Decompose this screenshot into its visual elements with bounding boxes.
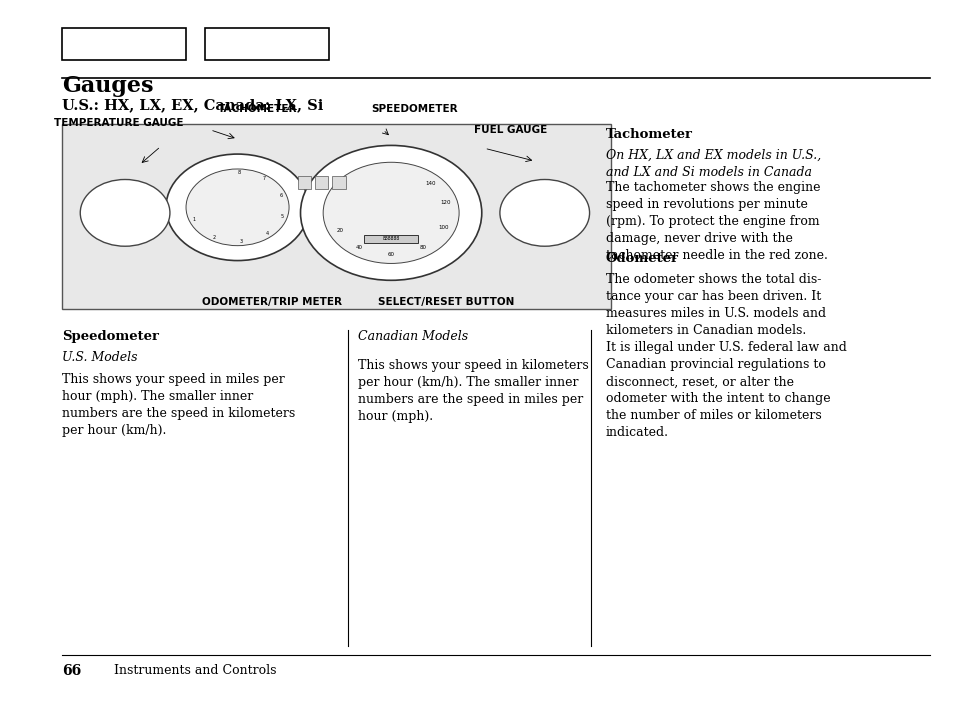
Text: 2: 2 [213,235,215,240]
Text: 7: 7 [262,177,266,182]
Text: 20: 20 [336,228,343,233]
Text: 120: 120 [439,200,450,204]
Text: 6: 6 [279,193,282,198]
Text: 40: 40 [355,245,362,250]
Text: ODOMETER/TRIP METER: ODOMETER/TRIP METER [202,297,341,307]
Text: On HX, LX and EX models in U.S.,
and LX and Si models in Canada: On HX, LX and EX models in U.S., and LX … [605,149,821,179]
Text: TACHOMETER: TACHOMETER [217,104,297,114]
Text: Odometer: Odometer [605,252,679,265]
Text: SELECT/RESET BUTTON: SELECT/RESET BUTTON [378,297,514,307]
Bar [62,28,186,60]
Text: This shows your speed in miles per
hour (mph). The smaller inner
numbers are the: This shows your speed in miles per hour … [62,373,294,437]
Text: 140: 140 [425,181,436,186]
Text: Canadian Models: Canadian Models [357,330,467,343]
Text: 3: 3 [240,239,243,244]
Bar [332,176,345,189]
Bar [205,28,329,60]
Text: 1: 1 [193,217,195,222]
Circle shape [80,180,170,246]
Circle shape [300,146,481,280]
Text: U.S. Models: U.S. Models [62,351,137,364]
Text: 100: 100 [438,224,449,229]
Text: TEMPERATURE GAUGE: TEMPERATURE GAUGE [54,118,184,128]
Text: 5: 5 [280,214,284,219]
Text: SPEEDOMETER: SPEEDOMETER [372,104,457,114]
Bar [297,176,311,189]
Text: 60: 60 [387,252,395,257]
Text: 888888: 888888 [382,236,399,241]
Bar [62,124,610,309]
Text: Gauges: Gauges [62,75,153,97]
Circle shape [166,154,309,261]
Text: U.S.: HX, LX, EX, Canada: LX, Si: U.S.: HX, LX, EX, Canada: LX, Si [62,98,323,112]
Text: FUEL GAUGE: FUEL GAUGE [474,125,546,135]
Bar [364,235,417,244]
Text: 4: 4 [266,231,269,236]
Text: 66: 66 [62,664,81,678]
Circle shape [186,169,289,246]
Text: This shows your speed in kilometers
per hour (km/h). The smaller inner
numbers a: This shows your speed in kilometers per … [357,359,588,422]
Text: Tachometer: Tachometer [605,128,692,141]
Circle shape [323,163,458,263]
Text: Speedometer: Speedometer [62,330,159,343]
Text: The odometer shows the total dis-
tance your car has been driven. It
measures mi: The odometer shows the total dis- tance … [605,273,845,439]
Text: The tachometer shows the engine
speed in revolutions per minute
(rpm). To protec: The tachometer shows the engine speed in… [605,181,827,262]
Text: Instruments and Controls: Instruments and Controls [114,664,276,677]
Text: 80: 80 [419,245,426,250]
Circle shape [499,180,589,246]
Bar [314,176,328,189]
Text: 8: 8 [237,170,240,175]
